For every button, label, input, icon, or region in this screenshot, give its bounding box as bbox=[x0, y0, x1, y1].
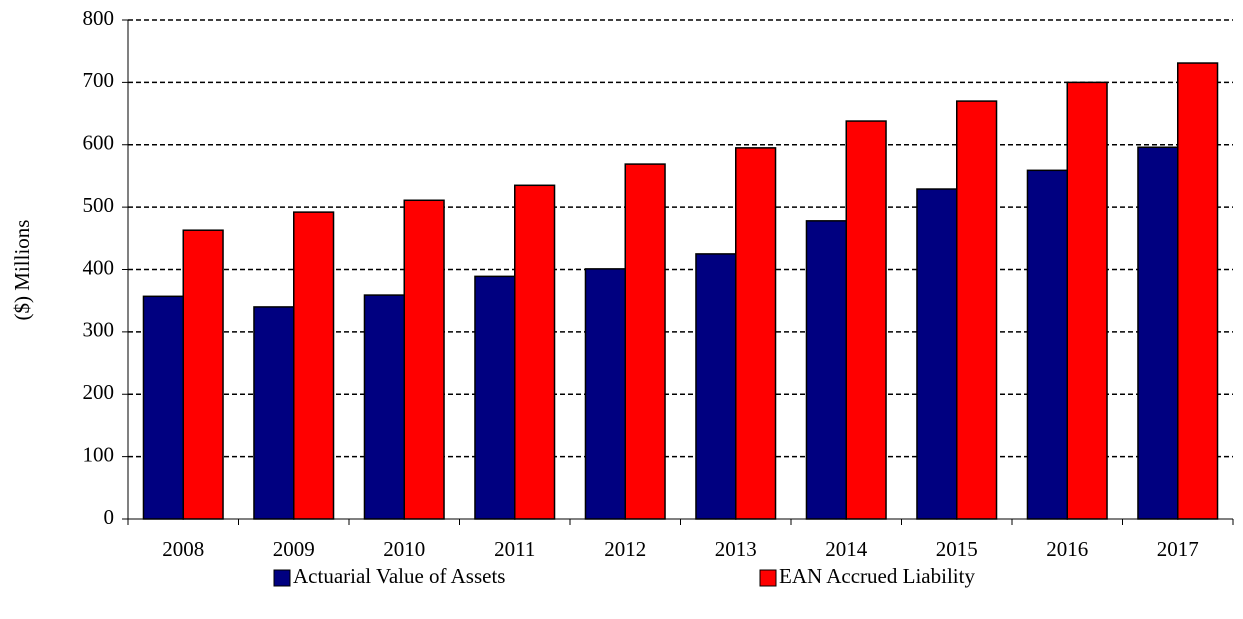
legend-swatch bbox=[759, 569, 777, 587]
bar bbox=[695, 253, 737, 520]
x-tick-label: 2008 bbox=[162, 537, 204, 561]
bar bbox=[363, 294, 405, 520]
y-tick-label: 400 bbox=[83, 255, 115, 279]
x-tick-label: 2011 bbox=[494, 537, 535, 561]
x-tick-label: 2010 bbox=[383, 537, 425, 561]
bar bbox=[253, 306, 295, 520]
x-tick-label: 2014 bbox=[825, 537, 868, 561]
bar bbox=[845, 120, 887, 520]
bar bbox=[1066, 81, 1108, 520]
legend-swatch bbox=[273, 569, 291, 587]
y-tick-label: 700 bbox=[83, 68, 115, 92]
bar bbox=[474, 275, 516, 520]
y-tick-label: 100 bbox=[83, 442, 115, 466]
y-axis-label: ($) Millions bbox=[10, 220, 34, 321]
y-tick-label: 500 bbox=[83, 193, 115, 217]
x-tick-label: 2015 bbox=[936, 537, 978, 561]
x-tick-label: 2012 bbox=[604, 537, 646, 561]
bar bbox=[182, 229, 224, 520]
y-tick-label: 0 bbox=[104, 505, 115, 529]
bar bbox=[916, 188, 958, 520]
legend-label: Actuarial Value of Assets bbox=[293, 564, 505, 588]
bar bbox=[624, 163, 666, 520]
y-tick-label: 800 bbox=[83, 6, 115, 30]
legend-label: EAN Accrued Liability bbox=[779, 564, 975, 588]
y-tick-label: 200 bbox=[83, 380, 115, 404]
bar bbox=[293, 211, 335, 520]
bar bbox=[584, 268, 626, 520]
x-tick-label: 2009 bbox=[273, 537, 315, 561]
x-tick-label: 2016 bbox=[1046, 537, 1088, 561]
bar bbox=[735, 147, 777, 520]
x-tick-label: 2013 bbox=[715, 537, 757, 561]
bar bbox=[1137, 146, 1179, 520]
y-tick-label: 600 bbox=[83, 131, 115, 155]
bar bbox=[403, 199, 445, 520]
bar bbox=[1177, 62, 1219, 520]
bar bbox=[514, 184, 556, 520]
y-tick-label: 300 bbox=[83, 318, 115, 342]
bar bbox=[142, 295, 184, 520]
x-tick-label: 2017 bbox=[1157, 537, 1199, 561]
bar bbox=[1026, 169, 1068, 520]
bar bbox=[956, 100, 998, 520]
bar bbox=[805, 220, 847, 520]
